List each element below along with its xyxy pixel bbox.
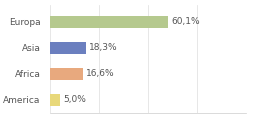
Text: 60,1%: 60,1% — [171, 17, 200, 26]
Bar — [50, 16, 168, 28]
Text: 5,0%: 5,0% — [63, 95, 86, 104]
Text: 16,6%: 16,6% — [86, 69, 115, 78]
Bar — [50, 94, 60, 106]
Bar — [50, 42, 86, 54]
Bar — [50, 68, 83, 80]
Text: 18,3%: 18,3% — [89, 43, 118, 52]
